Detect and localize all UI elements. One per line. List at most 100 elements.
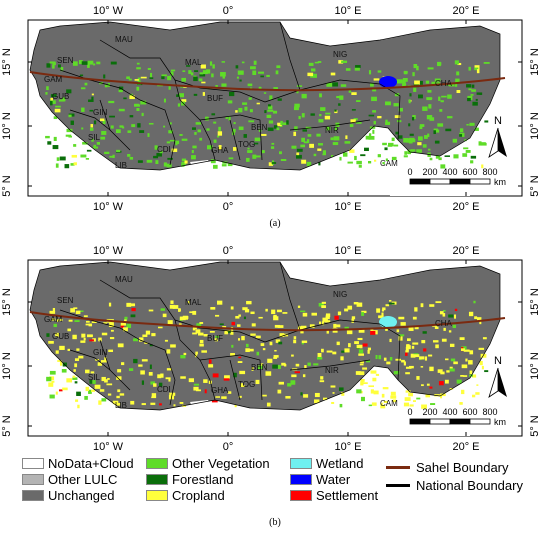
change-pixel [317,61,322,63]
country-label: MAL [185,58,202,67]
change-pixel [360,396,365,402]
change-pixel [424,135,428,139]
change-pixel [421,404,427,409]
change-pixel [297,305,301,308]
legend-color-swatch [22,474,44,485]
change-pixel [356,389,362,394]
change-pixel [235,65,239,69]
change-pixel [319,93,322,98]
change-pixel [120,321,126,326]
change-pixel [52,307,56,313]
change-pixel [298,115,301,120]
change-pixel [344,348,350,353]
bottom-longitude-label: 20° E [452,201,479,213]
change-pixel [155,160,159,165]
change-pixel [293,339,297,344]
change-pixel [456,71,460,76]
change-pixel [212,64,215,69]
legend-color-swatch [290,458,312,469]
change-pixel [52,145,59,150]
change-pixel [412,400,416,402]
change-pixel [248,120,255,123]
change-pixel [409,404,414,407]
change-pixel [481,164,484,169]
change-pixel [370,83,374,87]
change-pixel [195,122,202,125]
change-pixel [406,344,410,346]
country-label: BUF [207,94,223,103]
legend-label: Unchanged [48,488,115,503]
nodata-patch [190,400,214,416]
change-pixel [266,114,272,119]
change-pixel [431,81,438,86]
scale-tick-label: 0 [407,407,412,417]
change-pixel [334,109,337,112]
change-pixel [73,369,76,372]
national-boundary-line [174,319,266,343]
change-pixel [273,355,279,358]
change-pixel [334,110,338,114]
change-pixel [360,378,365,382]
change-pixel [444,379,449,384]
change-pixel [372,110,377,113]
change-pixel [89,109,94,112]
change-pixel [469,370,473,375]
change-pixel [93,146,99,149]
change-pixel [354,341,359,345]
change-pixel [235,315,240,319]
caption-a: (a) [269,218,281,229]
change-pixel [309,324,315,328]
change-pixel [67,328,71,332]
change-pixel [334,127,337,131]
change-pixel [91,321,97,324]
change-pixel [150,381,155,385]
change-pixel [62,97,66,102]
change-pixel [70,308,75,313]
national-boundary-line [174,79,241,121]
change-pixel [440,164,446,169]
change-pixel [151,333,156,337]
change-pixel [129,115,134,118]
change-pixel [51,380,55,383]
change-pixel [108,302,112,307]
change-pixel [381,393,385,398]
change-pixel [391,156,397,161]
change-pixel [131,124,136,128]
change-pixel [471,374,477,378]
change-pixel [472,101,478,106]
change-pixel [468,66,471,71]
change-pixel [427,90,432,93]
change-pixel [199,343,204,347]
change-pixel [261,133,267,136]
change-pixel [57,360,62,362]
change-pixel [297,326,304,330]
change-pixel [293,336,297,340]
change-pixel [337,311,342,316]
change-pixel [85,323,89,326]
map-panel-b: MAU SEN GAM GUB GIN SIL LIB CDI MAL BUF GHA TOG BEN N… [1,245,541,453]
change-pixel [285,396,291,399]
north-label: N [494,115,502,127]
graticule-labels: 10° W 0° 10° E 20° E 10° W 0° 10° E 20° E 15° N 1… [1,245,541,453]
change-pixel [452,324,457,329]
change-pixel [181,161,187,166]
change-pixel [434,326,439,329]
change-pixel [330,137,334,141]
change-pixel [481,142,487,146]
change-pixel [325,320,331,323]
change-pixel [347,161,353,164]
change-pixel [383,357,387,361]
change-pixel [85,320,90,323]
bottom-longitude-label: 0° [223,201,234,213]
change-pixel [418,136,423,141]
change-pixel [255,379,260,385]
change-pixel [270,146,275,149]
change-pixel [356,100,361,103]
national-boundary-line [139,99,176,166]
change-pixel [321,301,326,304]
change-pixel [252,70,257,76]
change-pixel [461,364,468,369]
change-pixel [141,380,145,385]
change-pixel [377,70,382,73]
